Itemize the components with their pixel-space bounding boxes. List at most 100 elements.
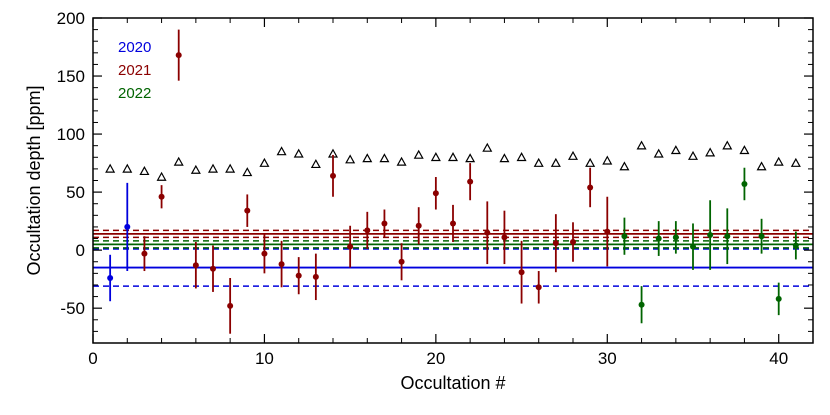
- triangle-marker: [585, 157, 596, 167]
- data-point-2021: [244, 207, 251, 214]
- legend-entry-2020: 2020: [118, 39, 151, 56]
- triangle-marker: [482, 142, 493, 152]
- triangle-marker: [722, 140, 733, 150]
- x-tick-label: 10: [255, 349, 274, 368]
- data-points: [107, 29, 799, 334]
- triangle-marker: [516, 152, 527, 162]
- legend-entry-2021: 2021: [118, 62, 151, 79]
- data-point-2022: [655, 235, 662, 242]
- triangle-marker: [190, 164, 201, 174]
- triangle-marker: [242, 167, 253, 177]
- triangle-marker: [447, 152, 459, 162]
- data-point-2021: [175, 52, 182, 59]
- data-point-2021: [261, 250, 268, 257]
- data-point-2021: [381, 220, 388, 227]
- data-point-2021: [141, 250, 148, 257]
- triangle-marker: [122, 163, 133, 173]
- data-point-2021: [227, 302, 234, 309]
- data-point-2021: [535, 284, 542, 291]
- triangle-marker: [379, 153, 390, 163]
- legend: 2020 2021 2022: [118, 39, 151, 102]
- triangle-marker: [550, 157, 561, 167]
- data-point-2020: [107, 275, 114, 281]
- triangle-marker: [276, 146, 287, 156]
- triangle-marker: [773, 156, 784, 166]
- triangle-marker: [362, 153, 373, 163]
- triangle-marker: [207, 163, 219, 173]
- data-point-2022: [672, 234, 679, 241]
- triangle-marker: [687, 150, 699, 160]
- data-point-2021: [501, 234, 508, 241]
- triangle-marker: [619, 161, 630, 171]
- data-point-2021: [364, 227, 371, 234]
- triangle-markers: [105, 140, 801, 181]
- triangle-marker: [430, 152, 441, 162]
- data-point-2021: [415, 222, 422, 229]
- triangle-marker: [567, 150, 579, 160]
- data-point-2022: [707, 232, 714, 239]
- data-point-2021: [587, 184, 594, 191]
- x-tick-label: 30: [598, 349, 617, 368]
- x-tick-label: 0: [88, 349, 97, 368]
- triangle-marker: [413, 149, 424, 159]
- data-point-2021: [210, 265, 216, 272]
- data-point-2021: [518, 269, 525, 276]
- data-point-2021: [347, 243, 354, 250]
- data-point-2021: [312, 273, 319, 280]
- triangle-marker: [173, 156, 184, 166]
- legend-entry-2022: 2022: [118, 85, 151, 102]
- data-point-2022: [741, 180, 748, 187]
- triangle-marker: [139, 165, 150, 176]
- triangle-marker: [602, 155, 613, 165]
- data-point-2022: [758, 233, 765, 240]
- data-point-2021: [467, 178, 474, 185]
- triangle-marker: [705, 147, 716, 157]
- y-tick-label: 200: [57, 9, 85, 28]
- y-tick-label: -50: [60, 299, 85, 318]
- triangle-marker: [756, 161, 767, 171]
- triangle-marker: [345, 154, 356, 164]
- triangle-marker: [533, 157, 544, 167]
- triangle-marker: [396, 156, 407, 166]
- y-tick-label: 50: [66, 183, 85, 202]
- triangle-marker: [636, 140, 647, 150]
- triangle-marker: [670, 145, 681, 155]
- data-point-2022: [724, 233, 731, 240]
- x-axis-title: Occultation #: [400, 373, 505, 393]
- data-point-2022: [792, 242, 799, 249]
- y-tick-label: 150: [57, 67, 85, 86]
- triangle-marker: [225, 163, 236, 173]
- data-point-2022: [621, 233, 628, 240]
- data-point-2021: [295, 272, 302, 279]
- data-point-2020: [124, 223, 131, 230]
- data-point-2021: [398, 258, 405, 265]
- data-point-2021: [484, 229, 491, 236]
- data-point-2022: [775, 295, 782, 302]
- data-point-2021: [158, 193, 165, 200]
- triangle-marker: [499, 153, 510, 163]
- triangle-marker: [259, 157, 270, 167]
- data-point-2021: [278, 261, 285, 268]
- triangle-marker: [310, 159, 321, 169]
- data-point-2022: [690, 243, 696, 250]
- axis-ticks: 0 10 20 30 40 -50 0 50 100 150 200: [57, 9, 814, 368]
- data-point-2021: [604, 228, 611, 235]
- x-tick-label: 40: [769, 349, 788, 368]
- y-axis-title: Occultation depth [ppm]: [24, 85, 44, 275]
- triangle-marker: [790, 157, 801, 167]
- x-tick-label: 20: [426, 349, 445, 368]
- data-point-2021: [570, 239, 576, 246]
- data-point-2021: [192, 262, 199, 269]
- triangle-marker: [293, 148, 304, 158]
- data-point-2021: [330, 172, 336, 179]
- data-point-2021: [450, 220, 456, 227]
- triangle-marker: [156, 171, 167, 181]
- data-point-2022: [638, 301, 645, 308]
- data-point-2021: [432, 190, 439, 197]
- data-point-2021: [552, 240, 559, 247]
- triangle-marker: [465, 153, 476, 163]
- triangle-marker: [653, 148, 664, 158]
- y-tick-label: 0: [76, 241, 85, 260]
